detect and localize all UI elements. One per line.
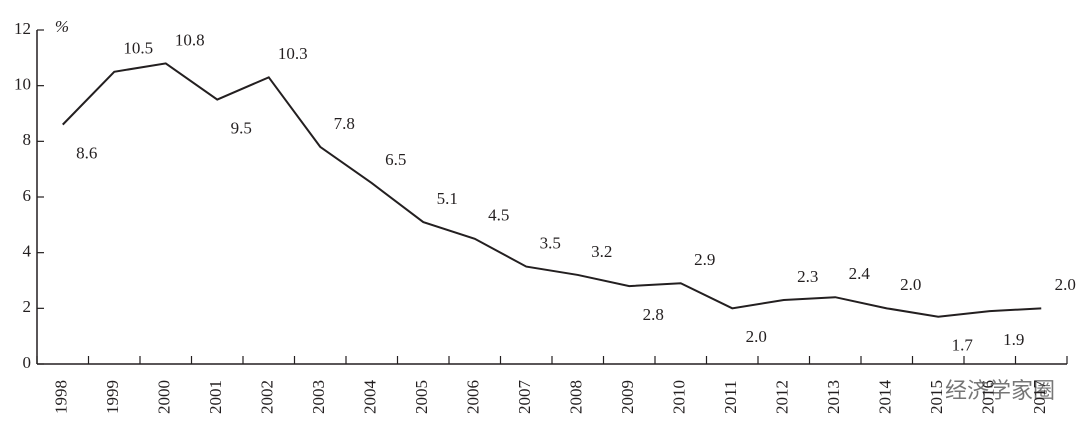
x-tick-label: 2017 (1030, 380, 1049, 415)
x-tick-label: 2009 (618, 380, 637, 414)
y-tick-label: 0 (23, 353, 32, 372)
y-tick-label: 6 (23, 186, 32, 205)
x-tick-label: 2012 (773, 380, 792, 414)
x-tick-label: 2005 (412, 380, 431, 414)
data-label: 2.0 (746, 327, 767, 346)
x-tick-label: 2008 (567, 380, 586, 414)
y-axis-label: % (55, 17, 69, 36)
data-label: 5.1 (437, 189, 458, 208)
data-label: 10.5 (123, 39, 153, 58)
watermark: 经济学家圈 (945, 379, 1055, 404)
x-tick-label: 2014 (876, 380, 895, 415)
x-tick-label: 2015 (927, 380, 946, 414)
x-tick-label: 2003 (309, 380, 328, 414)
data-label: 2.0 (900, 275, 921, 294)
x-tick-label: 2011 (721, 380, 740, 413)
data-label: 1.7 (952, 336, 974, 355)
y-tick-label: 12 (14, 19, 31, 38)
x-tick-label: 1998 (52, 380, 71, 414)
line (62, 62, 1042, 318)
data-label: 10.3 (278, 44, 308, 63)
x-tick-label: 1999 (103, 380, 122, 414)
x-tick-label: 2006 (464, 380, 483, 414)
data-label: 3.5 (540, 233, 561, 252)
y-tick-label: 10 (14, 75, 31, 94)
x-tick-label: 2000 (155, 380, 174, 414)
x-tick-label: 2013 (824, 380, 843, 414)
data-label: 4.5 (488, 206, 509, 225)
x-tick-label: 2002 (258, 380, 277, 414)
x-tick-label: 2001 (206, 380, 225, 414)
x-tick-label: 2004 (361, 380, 380, 415)
data-label: 8.6 (76, 144, 97, 163)
data-label: 2.4 (849, 264, 871, 283)
y-tick-label: 4 (23, 242, 32, 261)
data-label: 2.3 (797, 267, 818, 286)
data-label: 2.8 (643, 305, 664, 324)
data-label: 1.9 (1003, 330, 1024, 349)
data-label: 9.5 (231, 118, 252, 137)
data-label: 2.0 (1055, 275, 1076, 294)
data-label: 2.9 (694, 250, 715, 269)
data-label: 7.8 (334, 114, 355, 133)
y-tick-label: 2 (23, 297, 32, 316)
x-tick-label: 2010 (670, 380, 689, 414)
data-label: 3.2 (591, 242, 612, 261)
data-label: 6.5 (385, 150, 406, 169)
x-tick-label: 2007 (515, 380, 534, 415)
data-label: 10.8 (175, 30, 205, 49)
y-tick-label: 8 (23, 130, 32, 149)
x-tick-label: 2016 (979, 380, 998, 414)
